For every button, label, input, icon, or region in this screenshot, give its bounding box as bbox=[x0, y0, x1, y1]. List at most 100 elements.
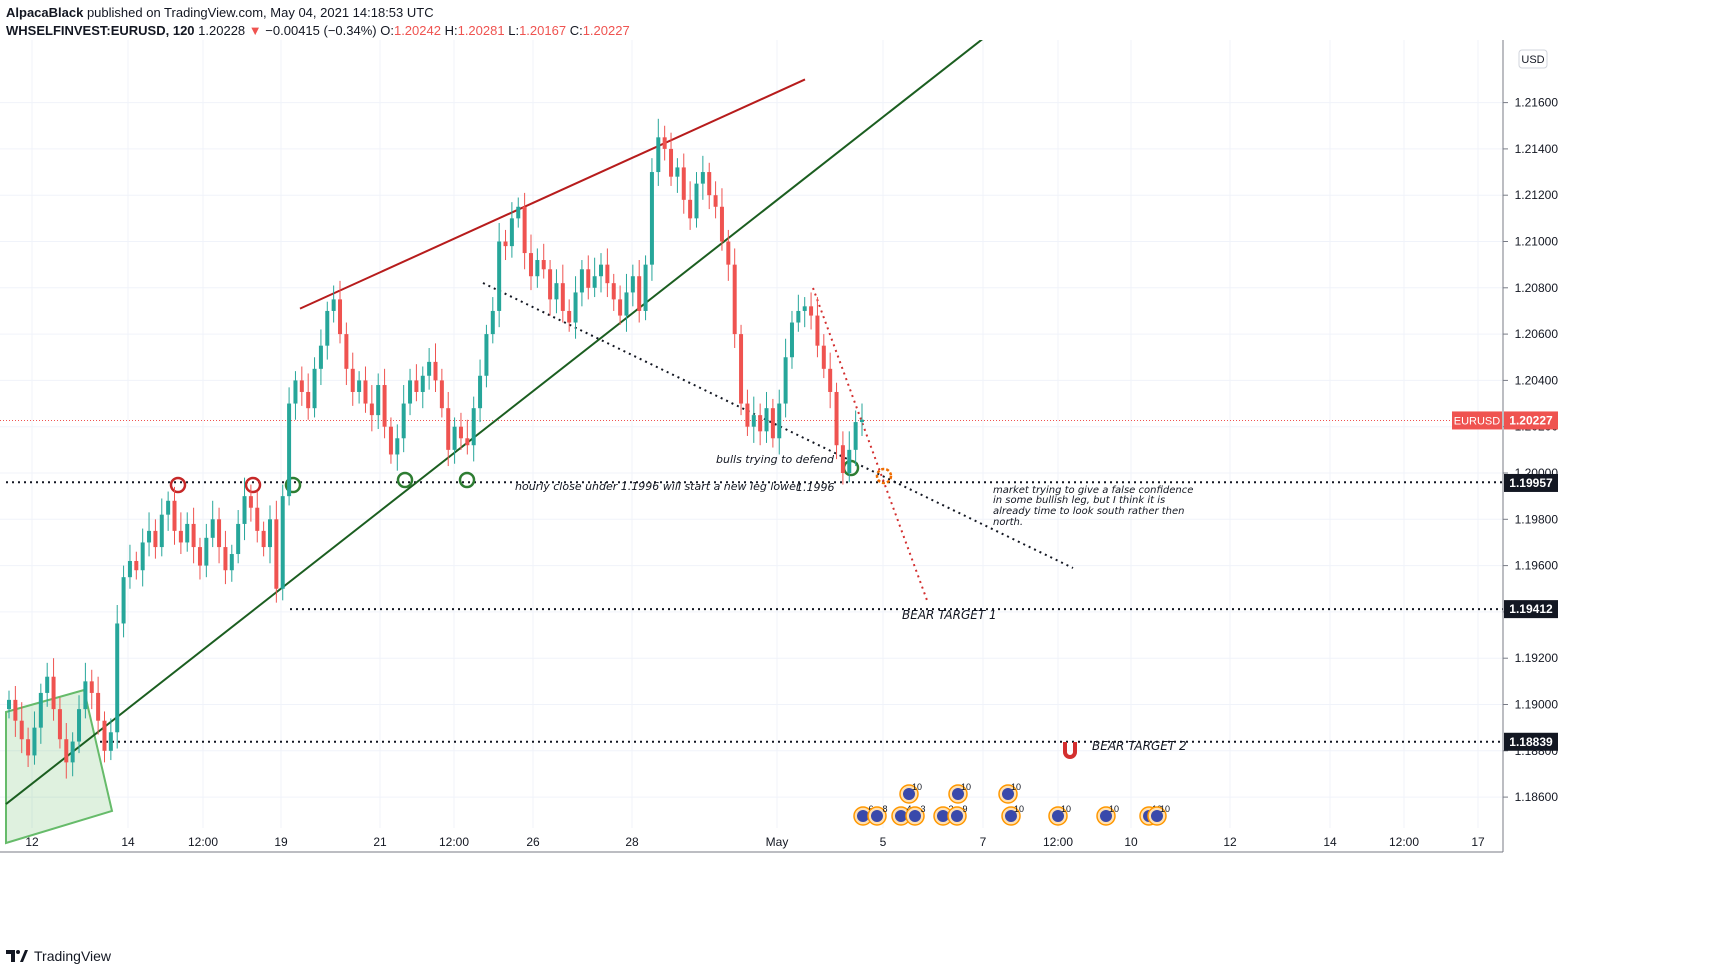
event-count: 10 bbox=[1061, 804, 1071, 814]
candle-body bbox=[45, 676, 50, 693]
candle-body bbox=[172, 500, 177, 531]
candle-body bbox=[592, 276, 597, 288]
candle-body bbox=[325, 310, 330, 346]
candle-body bbox=[395, 438, 400, 455]
candle-body bbox=[261, 530, 266, 548]
event-flag-icon bbox=[951, 810, 963, 822]
candle-body bbox=[191, 523, 196, 548]
price-tag[interactable] bbox=[1504, 473, 1558, 492]
currency-badge[interactable] bbox=[1518, 49, 1548, 69]
candle-body bbox=[140, 542, 145, 571]
annotation-text: 1.1996 bbox=[796, 481, 835, 494]
magnet-icon bbox=[1063, 742, 1077, 759]
price-tag-value: 1.18839 bbox=[1509, 735, 1553, 749]
candle-body bbox=[541, 260, 546, 270]
candle-body bbox=[147, 530, 152, 543]
candle-body bbox=[490, 310, 495, 335]
candle-body bbox=[223, 547, 228, 571]
price-axis[interactable]: 1.186001.188001.190001.192001.194001.196… bbox=[1452, 40, 1558, 852]
candle-body bbox=[579, 269, 584, 293]
event-count: 8 bbox=[882, 804, 887, 814]
time-tick-label: 12:00 bbox=[188, 835, 218, 849]
event-flag-icon bbox=[895, 810, 907, 822]
time-axis[interactable]: 12 14 12:00 19 21 12:00 26 28 May 5 7 12:00 10 12 14 12… bbox=[0, 835, 1503, 853]
time-tick-label: 17 bbox=[1471, 835, 1485, 849]
publisher-name[interactable]: AlpacaBlack bbox=[6, 5, 84, 20]
candle-body bbox=[363, 380, 368, 404]
candle-body bbox=[57, 709, 62, 740]
candle-body bbox=[229, 554, 234, 571]
candle-body bbox=[764, 408, 769, 432]
candle-body bbox=[166, 500, 171, 515]
footer-brand: TradingView bbox=[34, 948, 112, 964]
price-tick-label: 1.19000 bbox=[1515, 698, 1559, 712]
candle-body bbox=[255, 507, 260, 531]
candle-body bbox=[522, 206, 527, 254]
candle-body bbox=[338, 299, 343, 335]
price-tag[interactable] bbox=[1504, 600, 1558, 619]
symbol-tag[interactable] bbox=[1452, 411, 1502, 430]
candle-body bbox=[554, 283, 559, 300]
candle-body bbox=[299, 380, 304, 392]
candle-body bbox=[624, 292, 629, 316]
candle-body bbox=[560, 283, 565, 311]
symbol-label[interactable]: WHSELFINVEST:EURUSD, 120 bbox=[6, 23, 195, 38]
event-flag-icon bbox=[937, 810, 949, 822]
candle-body bbox=[51, 676, 56, 710]
candle-body bbox=[242, 496, 247, 524]
candle-body bbox=[178, 530, 183, 543]
candle-body bbox=[312, 368, 317, 409]
candle-body bbox=[649, 172, 654, 265]
breakdown-marker bbox=[875, 467, 893, 485]
candle-body bbox=[809, 306, 814, 316]
candle-body bbox=[719, 206, 724, 242]
candle-body bbox=[573, 292, 578, 323]
time-tick-label: 26 bbox=[526, 835, 540, 849]
time-tick-label: 10 bbox=[1124, 835, 1138, 849]
candle-body bbox=[32, 727, 37, 756]
price-tag[interactable] bbox=[1504, 411, 1558, 430]
price-tag-value: 1.20227 bbox=[1509, 413, 1553, 427]
annotations: bulls trying to defend hourly close under… bbox=[515, 453, 1193, 753]
price-tag-value: 1.19412 bbox=[1509, 602, 1553, 616]
support-touch-marker bbox=[284, 476, 302, 494]
candle-body bbox=[108, 732, 113, 751]
support-touch-marker bbox=[458, 471, 476, 489]
footer: TradingView bbox=[6, 948, 111, 964]
candle-body bbox=[414, 380, 419, 392]
candle-body bbox=[739, 334, 744, 404]
event-count: 10 bbox=[912, 782, 922, 792]
close-value: 1.20227 bbox=[582, 23, 630, 38]
candle-body bbox=[102, 720, 107, 751]
candle-body bbox=[834, 391, 839, 446]
candle-body bbox=[751, 415, 756, 427]
candle-body bbox=[497, 241, 502, 311]
candle-body bbox=[89, 681, 94, 693]
event-flag-icon bbox=[952, 788, 964, 800]
published-text: published on TradingView.com, May 04, 20… bbox=[86, 5, 434, 20]
candle-body bbox=[64, 739, 69, 763]
candle-body bbox=[318, 345, 323, 369]
resistance-touch-marker bbox=[169, 476, 187, 494]
candle-body bbox=[860, 419, 864, 423]
grid bbox=[0, 40, 1503, 828]
close-label: C: bbox=[569, 23, 583, 38]
dotted-trendline bbox=[482, 282, 1074, 569]
annotation-text: market trying to give a false confidence bbox=[993, 485, 1193, 496]
price-tick-label: 1.21400 bbox=[1515, 142, 1559, 156]
candle-body bbox=[427, 361, 432, 376]
candle-body bbox=[204, 537, 209, 566]
candle-body bbox=[408, 380, 413, 404]
event-flag-icon bbox=[903, 788, 915, 800]
candle-body bbox=[331, 299, 336, 311]
candle-body bbox=[217, 519, 222, 548]
event-count: 9 bbox=[962, 804, 967, 814]
candle-body bbox=[567, 310, 572, 323]
candle-body bbox=[471, 408, 476, 446]
candle-body bbox=[376, 385, 381, 416]
candle-body bbox=[96, 692, 101, 721]
open-value: 1.20242 bbox=[393, 23, 441, 38]
price-tag[interactable] bbox=[1504, 732, 1558, 751]
candle-body bbox=[433, 361, 438, 381]
price-chart[interactable]: bulls trying to defend hourly close under… bbox=[0, 40, 1716, 940]
